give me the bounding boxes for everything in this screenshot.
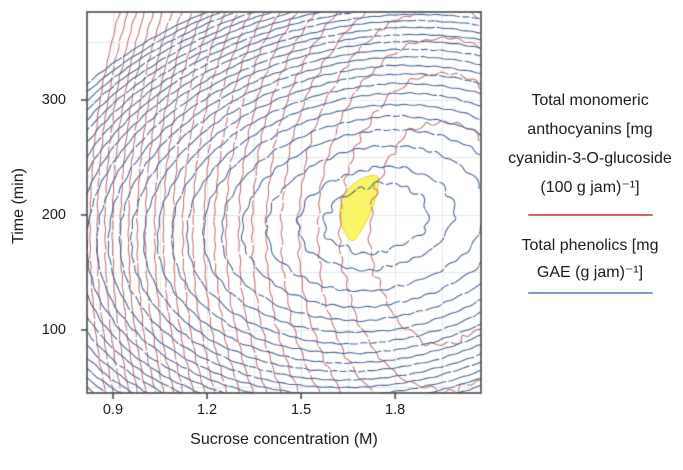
legend-line-phenolics (527, 292, 653, 294)
x-tick-label: 1.5 (290, 402, 312, 418)
x-axis-title: Sucrose concentration (M) (190, 431, 378, 448)
legend-line-anthocyanins (527, 214, 653, 216)
x-tick-label: 1.8 (385, 402, 406, 418)
legend-entry-anthocyanins: Total monomeric anthocyanins [mg cyanidi… (492, 86, 683, 216)
y-tick-label: 300 (41, 91, 66, 108)
x-tick-label: 1.2 (196, 402, 218, 418)
y-tick-label: 100 (41, 321, 66, 338)
legend-entry-phenolics: Total phenolics [mg GAE (g jam)⁻¹] (492, 232, 683, 294)
legend-label-phenolics: Total phenolics [mg GAE (g jam)⁻¹] (521, 237, 659, 281)
y-tick-label: 200 (41, 206, 66, 223)
legend-label-anthocyanins: Total monomeric anthocyanins [mg cyanidi… (508, 92, 672, 196)
legend: Total monomeric anthocyanins [mg cyanidi… (492, 86, 683, 310)
x-tick-label: 0.9 (102, 402, 124, 418)
